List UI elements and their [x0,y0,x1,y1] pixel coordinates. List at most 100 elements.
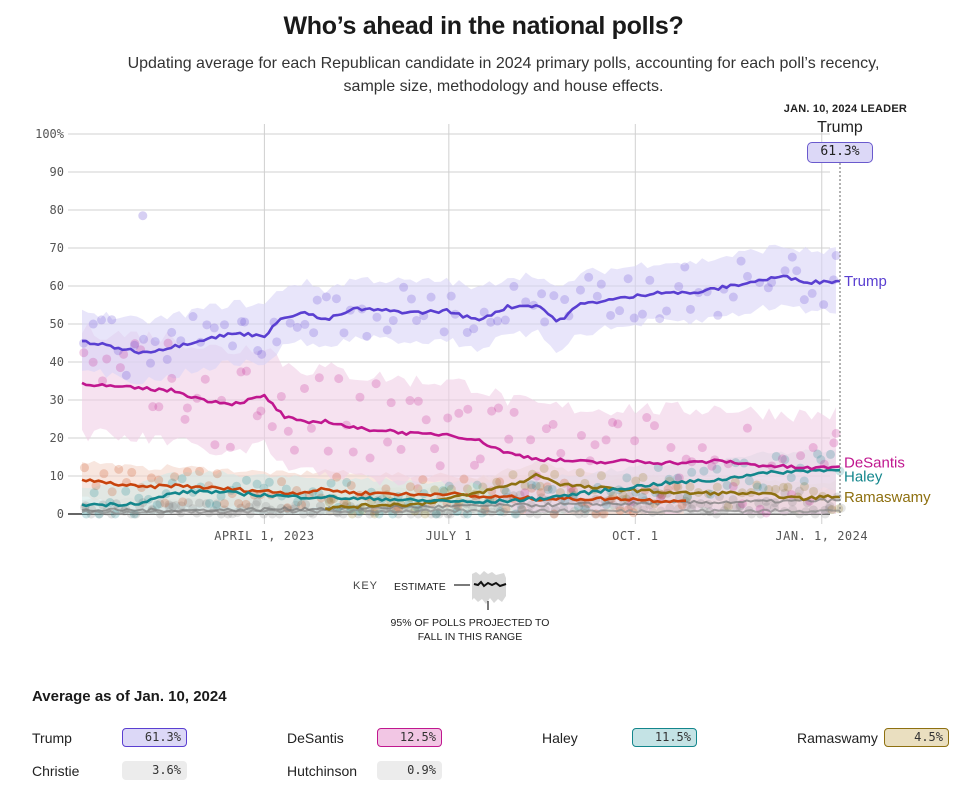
poll-dot [209,323,219,333]
band-desantis [82,322,836,514]
poll-dot [332,472,342,482]
poll-dot [285,318,295,328]
poll-dot [575,285,585,295]
poll-dot [699,466,709,476]
poll-dot [632,502,642,512]
poll-dot [237,317,247,327]
series-label-haley: Haley [844,468,883,485]
poll-dot [253,346,263,356]
poll-dot [314,373,324,383]
average-item-christie: Christie 3.6% [32,761,202,783]
poll-dot [324,497,334,507]
poll-dot [300,319,310,329]
poll-dot [430,444,440,454]
poll-dot [297,500,307,510]
poll-dot [102,354,112,364]
poll-dot [88,357,98,367]
poll-dot [711,509,721,519]
poll-dot [421,415,431,425]
poll-dot [386,398,396,408]
poll-dot [331,294,341,304]
poll-dot [413,484,423,494]
poll-dot [88,319,98,329]
poll-dot [234,498,244,508]
poll-dot [520,481,530,491]
poll-dot [420,509,430,519]
poll-dot [334,374,344,384]
poll-dot [371,379,381,389]
poll-dot [549,291,559,301]
poll-dot [539,463,549,473]
poll-dot [707,461,717,471]
poll-dot [712,464,722,474]
poll-dot [251,500,261,510]
poll-dot [212,469,222,479]
poll-dot [685,482,695,492]
poll-dot [478,482,488,492]
poll-dot [463,404,473,414]
poll-dot [752,482,762,492]
axes: 0 10 20 30 40 50 60 70 80 90 100% APRIL 1, 2023 JULY… [35,127,868,543]
poll-dot [535,481,545,491]
poll-dot [365,453,375,463]
poll-dot [674,281,684,291]
poll-dot [834,504,844,514]
poll-dot [792,266,802,276]
poll-dot [134,493,144,503]
candidate-average-value: 4.5% [884,728,949,747]
poll-dot [778,482,788,492]
poll-dot [492,477,502,487]
poll-dot [816,455,826,465]
poll-dot [735,501,745,511]
poll-dot [228,341,238,351]
poll-dot [645,275,655,285]
poll-dot [599,509,609,519]
candidate-name: Haley [542,730,578,746]
poll-dot [596,471,606,481]
poll-dot [177,474,187,484]
poll-dot [256,406,266,416]
poll-dot [637,309,647,319]
poll-dot [673,482,683,492]
poll-dot [418,475,428,485]
poll-dot [477,508,487,518]
series-label-trump: Trump [844,273,887,290]
poll-dot [469,460,479,470]
poll-dot [493,403,503,413]
poll-dot [167,327,177,337]
poll-dot [486,317,496,327]
poll-dot [722,480,732,490]
poll-dot [91,481,101,491]
poll-dot [107,487,117,497]
poll-dot [799,482,809,492]
poll-dot [743,271,753,281]
poll-dot [540,317,550,327]
poll-dot [252,411,262,421]
poll-dot [728,481,738,491]
poll-dot [735,502,745,512]
poll-dot [292,322,302,332]
poll-dot [89,488,99,498]
poll-dot [462,484,472,494]
poll-dot [277,477,287,487]
poll-dot [225,442,235,452]
candidate-name: Christie [32,763,80,779]
poll-dot [195,466,205,476]
poll-dot [413,396,423,406]
poll-dot [301,500,311,510]
poll-dot [630,436,640,446]
poll-dot [406,294,416,304]
average-item-ramaswamy: Ramaswamy 4.5% [797,728,967,750]
poll-dot [763,283,773,293]
poll-dot [431,509,441,519]
poll-dot [736,256,746,266]
poll-dot [289,445,299,455]
poll-dot [443,509,453,519]
poll-dot [548,419,558,429]
poll-dot [188,312,198,322]
line-haley [81,468,840,508]
poll-dot [154,402,164,412]
poll-dot [742,423,752,433]
poll-dot [623,274,633,284]
